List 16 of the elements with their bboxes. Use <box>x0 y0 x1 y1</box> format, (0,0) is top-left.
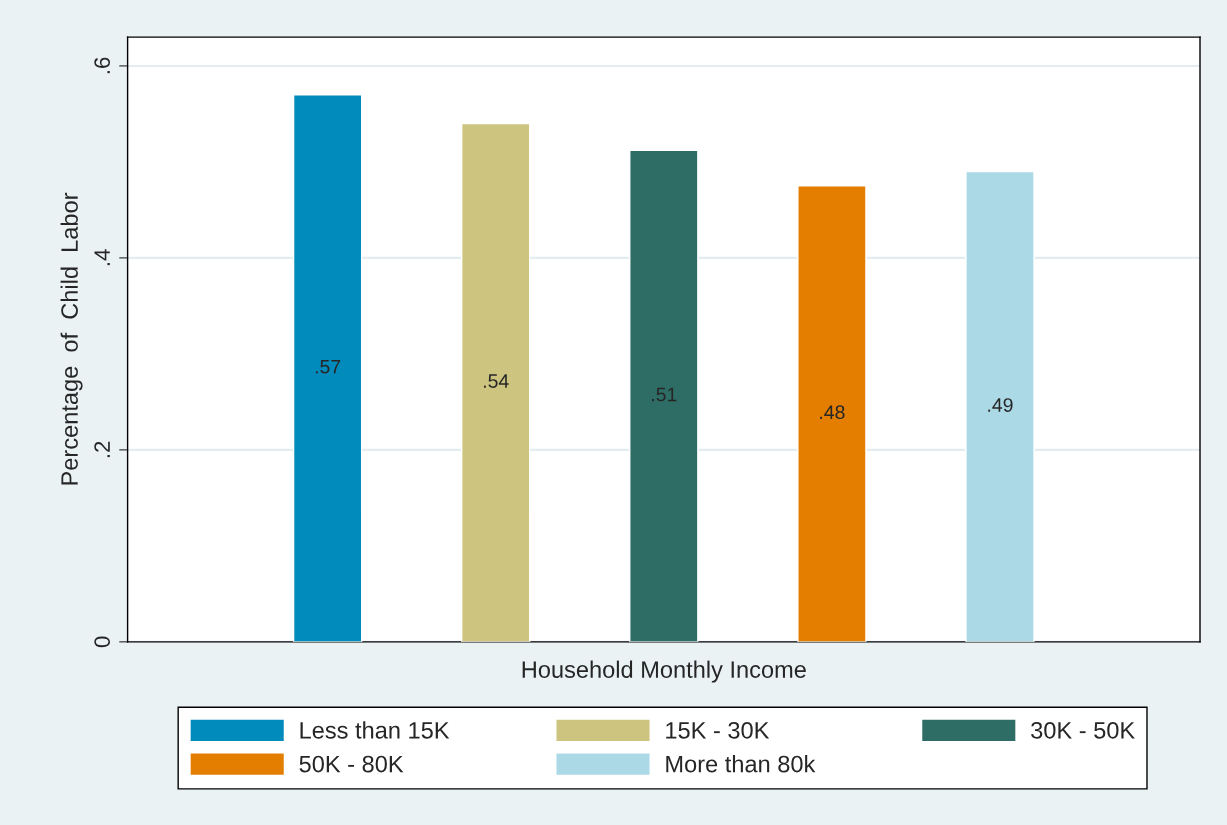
data-label: .54 <box>483 374 509 388</box>
x-axis-title: Household Monthly Income <box>522 660 806 683</box>
legend-label: 50K - 80K <box>299 755 404 773</box>
y-axis-title: Percentage of Child Labor <box>60 192 83 485</box>
data-label: .51 <box>652 387 677 402</box>
legend-label: 30K - 50K <box>1031 721 1135 739</box>
y-tick-label: .4 <box>94 249 110 266</box>
data-label: .49 <box>988 398 1013 412</box>
data-label: .48 <box>820 405 845 420</box>
legend-label: 15K - 30K <box>666 721 770 739</box>
y-tick-label: .2 <box>94 441 110 458</box>
y-tick-label: 0 <box>94 636 111 648</box>
y-tick-label: .6 <box>94 57 111 74</box>
legend-label: More than 80k <box>666 755 816 773</box>
legend-label: Less than 15K <box>300 721 450 739</box>
data-label: .57 <box>315 359 341 374</box>
